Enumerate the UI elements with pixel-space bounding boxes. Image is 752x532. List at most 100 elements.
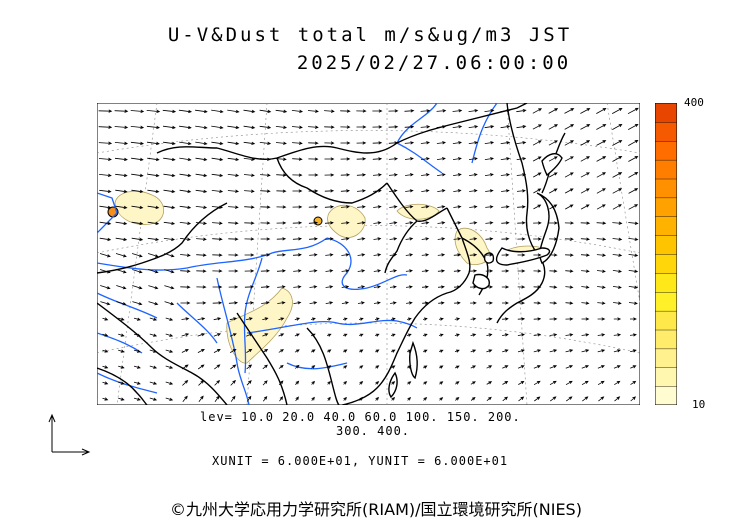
wind-arrow [165,317,174,321]
wind-arrow [469,189,478,193]
wind-arrow [131,173,144,178]
wind-arrow [295,380,300,385]
wind-arrow [517,253,526,257]
wind-arrow [262,333,269,337]
wind-arrow [178,109,193,114]
wind-arrow [114,109,129,113]
wind-arrow [198,395,204,403]
wind-arrow [423,396,428,401]
wind-arrow [533,365,541,369]
wind-arrow [229,317,238,321]
wind-arrow [244,253,255,257]
wind-arrow [500,109,511,113]
wind-arrow [276,269,286,273]
graticule [97,103,640,405]
wind-arrow [131,157,144,162]
wind-arrow [580,221,591,225]
wind-arrow [356,157,367,161]
wind-arrow [612,156,623,162]
wind-arrow [276,173,287,177]
colorbar-cell [655,234,677,255]
wind-arrow [372,157,383,161]
wind-arrow [404,125,415,129]
wind-arrow [324,141,335,145]
wind-arrow [373,285,382,289]
wind-arrow [628,301,638,305]
wind-arrow [486,333,493,337]
wind-arrow [131,205,144,210]
copyright-notice: ©九州大学応用力学研究所(RIAM)/国立環境研究所(NIES) [170,500,582,519]
wind-arrow [549,380,557,386]
wind-arrow [437,205,446,209]
wind-arrow [102,317,109,321]
wind-arrow [486,349,493,353]
wind-arrow [612,269,623,273]
levels-line-1: lev= 10.0 20.0 40.0 60.0 100. 150. 200. [200,410,521,424]
wind-arrow [181,349,189,353]
wind-arrow [436,141,447,145]
wind-arrow [612,107,623,114]
wind-arrow [260,173,271,177]
wind-arrow [179,237,191,241]
wind-arrow [565,349,574,353]
wind-arrow [470,396,476,401]
wind-arrow [276,189,287,193]
wind-arrow [130,141,145,146]
wind-arrow [407,365,412,369]
wind-arrow [310,317,316,321]
wind-arrow [98,109,113,113]
wind-arrow [211,125,224,130]
wind-arrow [613,365,621,369]
wind-arrow [628,123,639,130]
wind-arrow [278,380,284,386]
wind-arrow [597,349,606,353]
wind-arrow [421,189,430,193]
wind-arrow [453,237,462,241]
wind-arrow [196,285,207,289]
wind-arrow [179,157,192,162]
wind-arrow [630,396,636,402]
unit-vector-axes [48,413,91,456]
wind-arrow [132,301,143,306]
wind-arrow [391,349,396,353]
wind-arrow [470,365,476,369]
wind-arrow [596,156,607,162]
wind-arrow [421,269,430,273]
wind-arrow [327,349,332,353]
wind-arrow [598,396,605,402]
wind-arrow [179,173,192,178]
wind-arrow [227,141,240,146]
wind-arrow [389,253,398,257]
colorbar-cell [655,310,677,331]
chart-title: U-V&Dust total m/s&ug/m3 JST [167,24,573,46]
wind-arrow [613,349,621,353]
wind-arrow [165,365,174,369]
wind-arrow [373,221,382,225]
wind-arrow [453,253,462,257]
wind-arrow [437,173,446,177]
wind-arrow [532,124,542,130]
wind-arrow [229,333,237,337]
coastlines [97,103,566,405]
wind-arrow [485,301,493,305]
wind-arrow [246,380,252,386]
wind-arrow [340,157,351,161]
wind-arrow [421,205,430,209]
wind-arrow [484,125,495,129]
wind-arrow [309,269,318,273]
wind-arrow [99,253,111,258]
wind-arrow [292,141,303,145]
wind-arrow [195,221,208,225]
wind-arrow [470,381,476,385]
wind-arrow [212,269,223,273]
wind-arrow [406,333,412,337]
wind-arrow [517,205,526,209]
wind-arrow [163,173,176,178]
wind-arrow [165,381,174,385]
wind-arrow [341,285,350,289]
wind-arrow [628,188,639,194]
wind-arrow [324,205,335,209]
wind-arrow [375,365,380,369]
wind-arrow [391,396,396,401]
wind-arrow [309,285,318,289]
